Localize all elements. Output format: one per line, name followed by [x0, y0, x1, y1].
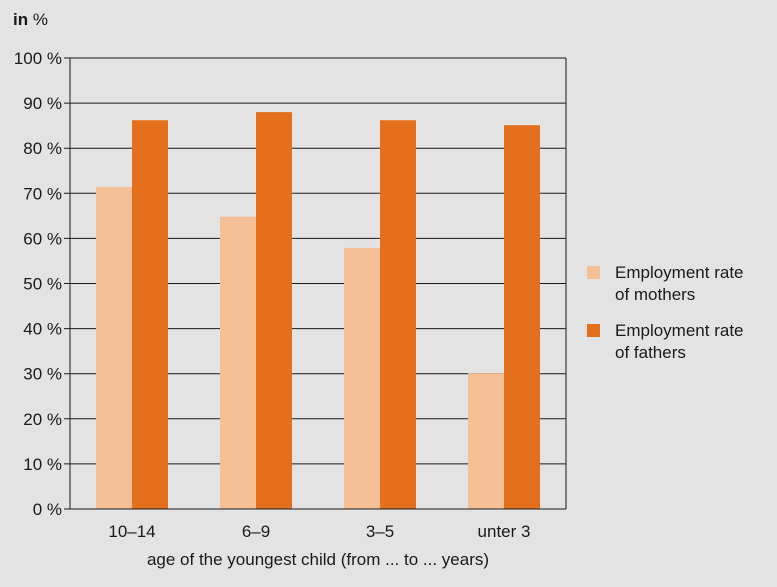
y-tick-label: 60 %	[23, 229, 62, 248]
y-unit-symbol: %	[32, 10, 48, 29]
legend-item-fathers: Employment rate of fathers	[587, 320, 775, 364]
bar-mothers	[468, 373, 504, 509]
x-tick-label: 10–14	[108, 522, 155, 541]
bar-mothers	[220, 216, 256, 509]
bar-fathers	[504, 125, 540, 509]
y-unit-label: in %	[13, 10, 48, 30]
y-tick-label: 30 %	[23, 365, 62, 384]
x-tick-label: 3–5	[366, 522, 394, 541]
bar-mothers	[344, 247, 380, 509]
legend-label-fathers-line1: Employment rate	[615, 321, 744, 340]
legend-item-mothers: Employment rate of mothers	[587, 262, 775, 306]
y-tick-label: 0 %	[33, 500, 62, 519]
bar-fathers	[256, 112, 292, 510]
x-tick-label: unter 3	[478, 522, 531, 541]
x-axis-title: age of the youngest child (from ... to .…	[146, 550, 490, 569]
y-tick-label: 50 %	[23, 275, 62, 294]
y-tick-label: 70 %	[23, 184, 62, 203]
y-tick-label: 40 %	[23, 320, 62, 339]
y-tick-label: 90 %	[23, 94, 62, 113]
y-tick-label: 100 %	[14, 49, 62, 68]
legend-swatch-mothers	[587, 266, 600, 279]
x-tick-label: 6–9	[242, 522, 270, 541]
legend-label-mothers-line1: Employment rate	[615, 263, 744, 282]
bar-fathers	[132, 120, 168, 509]
legend-label-mothers-line2: of mothers	[615, 285, 696, 304]
y-unit-bold: in	[13, 10, 29, 29]
y-tick-label: 20 %	[23, 410, 62, 429]
legend-swatch-fathers	[587, 324, 600, 337]
legend-label-fathers-line2: of fathers	[615, 343, 686, 362]
bar-fathers	[380, 120, 416, 509]
bar-mothers	[96, 186, 132, 509]
legend: Employment rate of mothers Employment ra…	[587, 262, 775, 378]
y-tick-label: 10 %	[23, 455, 62, 474]
y-tick-label: 80 %	[23, 139, 62, 158]
